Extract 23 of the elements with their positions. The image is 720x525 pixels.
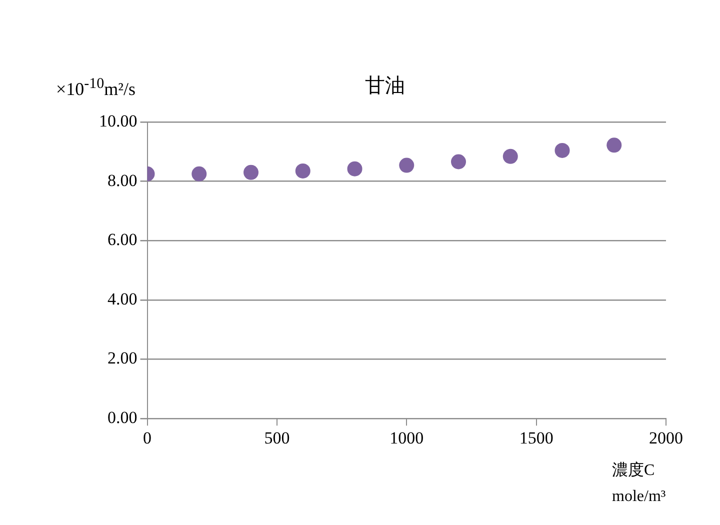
- x-tick-label: 1000: [390, 428, 424, 448]
- chart-title: 甘油: [364, 74, 406, 99]
- y-tick-label: 0.00: [108, 408, 138, 428]
- point: [606, 138, 622, 153]
- point: [244, 164, 258, 180]
- y-tick-label: 4.00: [108, 289, 138, 308]
- y-tick-label: 8.00: [108, 170, 138, 190]
- point: [295, 163, 310, 178]
- y-tick-label: 6.00: [108, 230, 138, 250]
- point: [347, 161, 362, 176]
- point: [399, 158, 414, 173]
- point: [192, 166, 207, 182]
- x-tick-label: 0: [143, 428, 152, 448]
- x-tick-label: 1500: [519, 428, 554, 448]
- y-tick-label: 10.00: [99, 111, 138, 130]
- x-tick-label: 500: [264, 428, 290, 448]
- point: [451, 154, 466, 170]
- point: [502, 148, 518, 164]
- y-tick-label: 2.00: [108, 348, 138, 368]
- x-axis-title: 濃度C mole/m³: [612, 460, 667, 507]
- y-axis-title: ×10$^{-10}$m²/s: [56, 76, 136, 100]
- point: [554, 142, 570, 158]
- x-tick-label: 2000: [649, 428, 683, 448]
